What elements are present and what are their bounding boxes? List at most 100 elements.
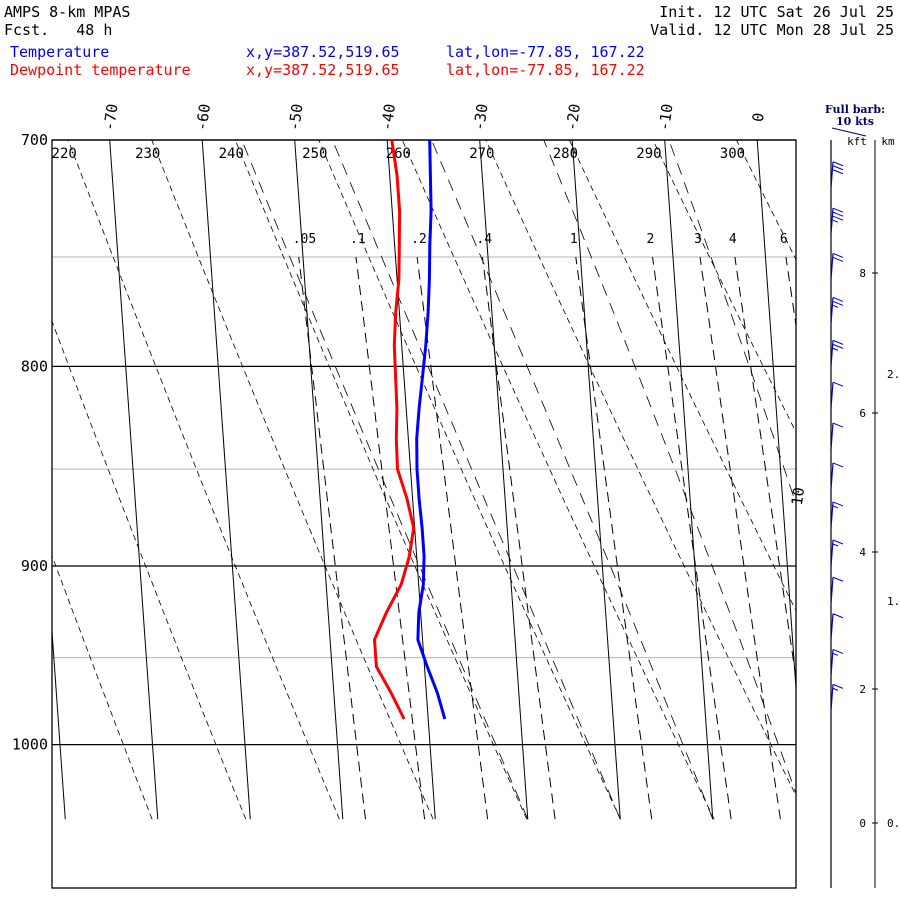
isotherm-10 (850, 140, 898, 819)
kft-tick-label: 6 (859, 407, 866, 420)
wind-barb (830, 576, 844, 604)
init-label: Init. (659, 3, 705, 21)
dry-adiabat-label: 290 (636, 146, 661, 162)
barb-key-staff (831, 127, 867, 137)
pressure-tick-label: 900 (21, 557, 48, 575)
kft-tick-label: 0 (859, 817, 866, 830)
isotherm-label: -60 (192, 103, 214, 132)
mixing-ratio-line-4 (575, 256, 653, 820)
km-label: km (881, 135, 895, 148)
kft-tick-label: 2 (859, 683, 866, 696)
isotherm-label: -30 (470, 103, 492, 132)
km-tick-label: 1. (887, 595, 900, 608)
dry-adiabat-label: 260 (386, 146, 411, 162)
fcst-label: Fcst. (4, 21, 50, 39)
mixing-ratio-line-8 (785, 256, 796, 329)
wind-barb (830, 161, 844, 188)
isotherm--50 (294, 140, 344, 820)
isotherm--70 (109, 140, 159, 820)
dry-adiabat-label: 270 (469, 146, 494, 162)
mixing-ratio-label: 4 (729, 232, 737, 247)
wind-barb (830, 613, 844, 640)
isotherm--80 (52, 624, 66, 820)
mixing-ratio-line-5 (652, 256, 732, 820)
barb-key-label: Full barb: (825, 103, 885, 116)
mixing-ratio-label: 1 (570, 232, 578, 247)
legend-dewpoint-xy: x,y=387.52,519.65 (246, 61, 400, 79)
mixing-ratio-line-2 (416, 256, 489, 820)
mixing-ratio-label: .1 (350, 232, 366, 247)
legend-temperature: Temperature (10, 43, 110, 61)
dry-adiabat-200 (52, 554, 153, 820)
wind-barb (830, 422, 844, 450)
dry-adiabat-label: 300 (720, 146, 745, 162)
kft-tick-label: 8 (859, 267, 866, 280)
model-title: AMPS 8-km MPAS (4, 3, 131, 21)
mixing-ratio-label: 6 (780, 232, 788, 247)
dry-adiabat-label: 250 (302, 146, 327, 162)
dry-adiabat-label: 240 (219, 146, 244, 162)
isotherm--40 (386, 140, 436, 820)
mixing-ratio-line-3 (481, 256, 556, 820)
legend-temperature-latlon: lat,lon=-77.85, 167.22 (446, 43, 645, 61)
plot-area (52, 140, 900, 820)
moist-adiabat--30 (241, 140, 529, 820)
pressure-tick-label: 700 (21, 131, 48, 149)
legend-dewpoint: Dewpoint temperature (10, 61, 191, 79)
mixing-ratio-label: .05 (293, 232, 316, 247)
pressure-tick-label: 1000 (12, 736, 48, 754)
mixing-ratio-label: 2 (646, 232, 654, 247)
valid-value: 12 UTC Mon 28 Jul 25 (713, 21, 894, 39)
isotherm-label: -20 (562, 103, 584, 132)
isotherm-label: 0 (749, 112, 768, 123)
barb-key-value: 10 kts (836, 115, 874, 128)
mixing-ratio-line-1 (355, 256, 426, 820)
legend-dewpoint-latlon: lat,lon=-77.85, 167.22 (446, 61, 645, 79)
isotherm-label: -50 (285, 103, 307, 132)
isotherm-label: -10 (655, 103, 677, 132)
dry-adiabat-label: 230 (135, 146, 160, 162)
mixing-ratio-label: .2 (411, 232, 427, 247)
mixing-ratio-line-6 (699, 256, 781, 820)
isotherm-label: -70 (100, 103, 122, 132)
forecast-hour: Fcst. 48 h (4, 21, 112, 39)
dry-adiabat-label: 280 (553, 146, 578, 162)
isotherm-label: 10 (788, 486, 808, 506)
dry-adiabat-220 (67, 140, 340, 820)
wind-barb (830, 501, 844, 528)
wind-barb (830, 252, 844, 280)
wind-barb (830, 207, 844, 235)
valid-label: Valid. (650, 21, 705, 39)
moist-adiabat-0 (543, 140, 796, 795)
moist-adiabat--20 (332, 140, 621, 820)
km-tick-label: 2. (887, 368, 900, 381)
wind-barb (830, 683, 844, 711)
moist-adiabat--10 (431, 140, 714, 820)
kft-tick-label: 4 (859, 546, 866, 559)
isotherm-0 (756, 140, 796, 696)
init-time: Init. 12 UTC Sat 26 Jul 25 (659, 3, 894, 21)
dry-adiabat-280 (569, 140, 796, 612)
dry-adiabat-240 (234, 140, 528, 820)
valid-time: Valid. 12 UTC Mon 28 Jul 25 (650, 21, 894, 39)
moist-adiabat-20 (797, 140, 900, 819)
isotherm--10 (664, 140, 714, 820)
isotherm--30 (479, 140, 529, 820)
mixing-ratio-line-0 (298, 256, 366, 820)
isotherm--20 (571, 140, 621, 820)
dry-adiabat-260 (401, 140, 715, 820)
wind-barb (830, 648, 844, 676)
init-value: 12 UTC Sat 26 Jul 25 (713, 3, 894, 21)
mixing-ratio-label: .4 (476, 232, 492, 247)
dry-adiabat-label: 220 (52, 146, 77, 162)
wind-barb (830, 381, 844, 409)
dry-adiabat-250 (318, 140, 621, 820)
km-tick-label: 0. (887, 817, 900, 830)
fcst-value: 48 h (76, 21, 113, 39)
legend-temperature-xy: x,y=387.52,519.65 (246, 43, 400, 61)
kft-label: kft (847, 135, 867, 148)
mixing-ratio-label: 3 (694, 232, 702, 247)
pressure-tick-label: 800 (21, 357, 48, 375)
wind-barb (830, 296, 844, 324)
